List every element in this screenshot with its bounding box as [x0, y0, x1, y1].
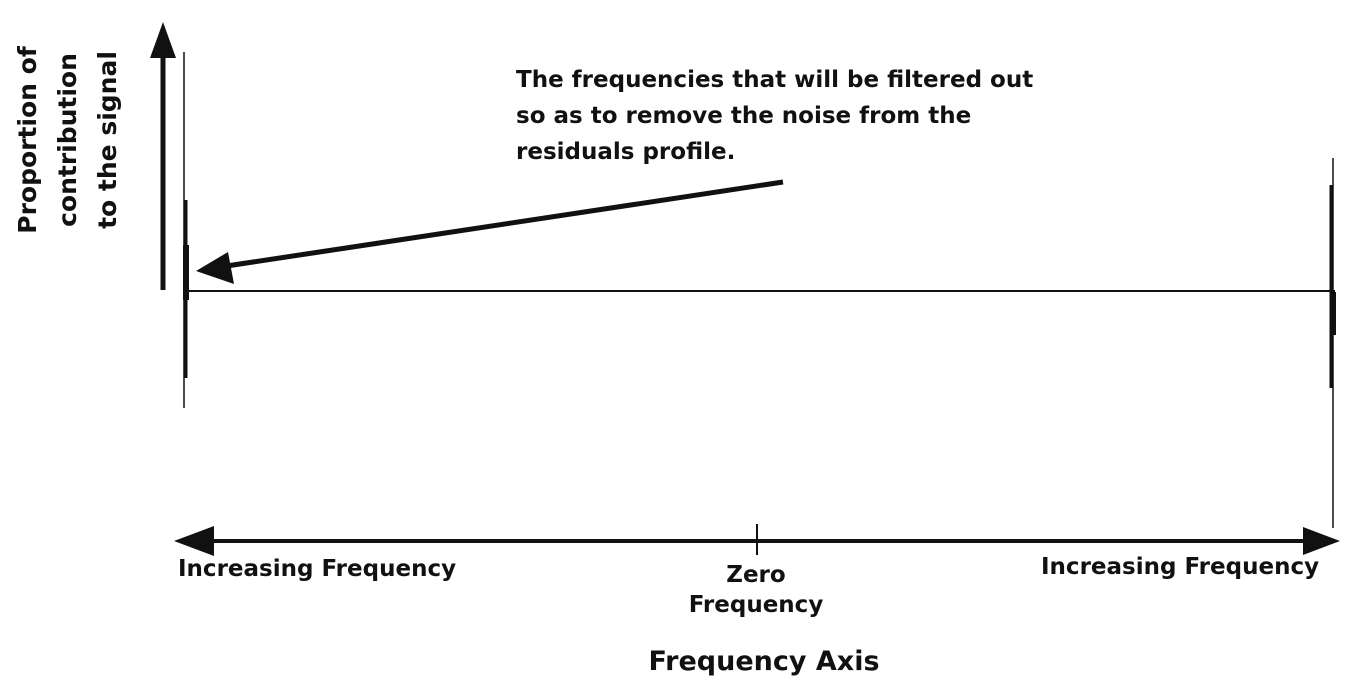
annotation-arrow-icon	[196, 179, 784, 284]
x-axis-left-label: Increasing Frequency	[178, 556, 457, 582]
y-axis-arrow-icon	[150, 22, 176, 290]
y-axis-label-line: to the signal	[93, 51, 122, 229]
x-axis-center-label: Zero Frequency	[646, 560, 866, 620]
x-axis-center-label-line: Zero	[726, 562, 786, 588]
frequency-axis-arrow-icon	[174, 524, 1340, 556]
y-axis-label: Proportion of contribution to the signal	[8, 10, 132, 270]
annotation-line: The frequencies that will be filtered ou…	[516, 67, 1034, 93]
y-axis-label-line: contribution	[53, 53, 82, 227]
right-spike	[1329, 158, 1336, 528]
annotation-line: so as to remove the noise from the	[516, 103, 972, 129]
annotation-text: The frequencies that will be filtered ou…	[516, 62, 1033, 170]
x-axis-center-label-line: Frequency	[688, 592, 824, 618]
left-spike	[183, 52, 189, 408]
x-axis-title: Frequency Axis	[648, 646, 880, 677]
y-axis-label-line: Proportion of	[13, 46, 42, 234]
x-axis-right-label: Increasing Frequency	[1041, 554, 1320, 580]
annotation-line: residuals profile.	[516, 139, 736, 165]
